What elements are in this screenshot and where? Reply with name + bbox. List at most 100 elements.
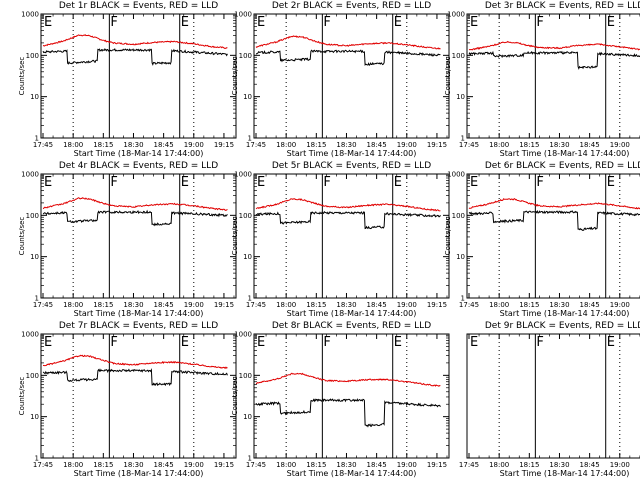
x-tick-label: 17:45 (459, 301, 479, 309)
plot-frame (253, 333, 450, 459)
marker-label: E (607, 335, 615, 350)
y-tick-label: 1000 (234, 171, 252, 179)
marker-label: E (257, 175, 265, 190)
x-tick-label: 18:15 (306, 301, 326, 309)
panel-9: Det 9r BLACK = Events, RED = LLD 17:45 18:… (459, 321, 640, 478)
y-tick-label: 10 (30, 93, 39, 101)
x-tick-label: 18:00 (276, 301, 296, 309)
x-tick-label: 19:00 (184, 461, 204, 469)
x-tick-label: 18:00 (489, 461, 509, 469)
marker-label: E (470, 175, 478, 190)
y-tick-label: 10 (243, 253, 252, 261)
y-tick-label: 100 (239, 52, 252, 60)
marker-label: E (181, 175, 189, 190)
x-tick-label: 18:00 (63, 461, 83, 469)
events-series-line (468, 50, 640, 70)
panel-3: Det 3r BLACK = Events, RED = LLD 1 10 100 10… (444, 1, 640, 158)
x-tick-label: 19:15 (427, 461, 447, 469)
x-tick-label: 18:15 (93, 461, 113, 469)
panel-title: Det 8r BLACK = Events, RED = LLD (272, 321, 431, 331)
x-tick-label: 18:15 (519, 461, 539, 469)
y-tick-label: 10 (30, 413, 39, 421)
x-tick-label: 17:45 (33, 141, 53, 149)
x-tick-label: 19:00 (184, 301, 204, 309)
x-tick-label: 19:15 (214, 461, 234, 469)
lld-series-line (255, 372, 441, 387)
x-axis-label: Start Time (18-Mar-14 17:44:00) (74, 469, 204, 478)
panel-4: Det 4r BLACK = Events, RED = LLD 1 10 100 10… (18, 161, 237, 318)
y-axis-label: Counts/sec (18, 217, 26, 256)
x-tick-label: 18:00 (489, 141, 509, 149)
lld-series-line (468, 40, 640, 51)
events-series-line (42, 47, 228, 66)
x-tick-label: 17:45 (33, 461, 53, 469)
x-tick-label: 18:30 (336, 141, 356, 149)
marker-label: E (607, 175, 615, 190)
panel-7: Det 7r BLACK = Events, RED = LLD 1 10 100 10… (18, 321, 237, 478)
marker-label: F (323, 175, 330, 190)
y-tick-label: 1000 (447, 11, 465, 19)
x-tick-label: 18:45 (580, 141, 600, 149)
plot-frame (40, 173, 237, 299)
y-axis-label: Counts/sec (444, 57, 452, 96)
x-axis-label: Start Time (18-Mar-14 17:44:00) (74, 309, 204, 318)
x-tick-label: 18:45 (367, 301, 387, 309)
panel-title: Det 2r BLACK = Events, RED = LLD (272, 1, 431, 11)
x-tick-label: 19:00 (610, 301, 630, 309)
y-axis-label: Counts/sec (231, 57, 239, 96)
y-axis-label: Counts/sec (231, 217, 239, 256)
x-tick-label: 19:00 (397, 461, 417, 469)
x-tick-label: 18:15 (93, 301, 113, 309)
y-tick-label: 1 (35, 135, 39, 143)
panel-title: Det 9r BLACK = Events, RED = LLD (485, 321, 640, 331)
marker-label: F (536, 15, 543, 30)
y-tick-label: 1 (248, 295, 252, 303)
marker-label: E (394, 335, 402, 350)
y-tick-label: 1000 (21, 331, 39, 339)
events-series-line (42, 367, 228, 387)
y-tick-label: 1 (461, 295, 465, 303)
marker-label: F (323, 335, 330, 350)
marker-label: E (181, 15, 189, 30)
panel-title: Det 7r BLACK = Events, RED = LLD (59, 321, 218, 331)
x-axis-label: Start Time (18-Mar-14 17:44:00) (500, 149, 630, 158)
x-tick-label: 17:45 (459, 461, 479, 469)
x-tick-label: 19:15 (214, 301, 234, 309)
lld-series-line (255, 198, 441, 212)
events-series-line (42, 209, 228, 227)
x-tick-label: 18:45 (580, 461, 600, 469)
marker-label: F (110, 335, 117, 350)
y-tick-label: 1 (35, 455, 39, 463)
y-tick-label: 100 (239, 372, 252, 380)
x-tick-label: 18:30 (336, 461, 356, 469)
y-tick-label: 100 (26, 52, 39, 60)
y-tick-label: 1 (461, 135, 465, 143)
x-axis-label: Start Time (18-Mar-14 17:44:00) (500, 309, 630, 318)
events-series-line (468, 209, 640, 231)
x-axis-label: Start Time (18-Mar-14 17:44:00) (500, 469, 630, 478)
marker-label: F (110, 175, 117, 190)
x-tick-label: 18:30 (549, 141, 569, 149)
marker-label: E (607, 15, 615, 30)
y-axis-label: Counts/sec (18, 57, 26, 96)
y-tick-label: 100 (26, 212, 39, 220)
marker-label: F (536, 175, 543, 190)
plot-frame (466, 333, 640, 459)
x-tick-label: 19:15 (427, 301, 447, 309)
x-tick-label: 18:45 (580, 301, 600, 309)
marker-label: E (470, 15, 478, 30)
y-tick-label: 1 (248, 455, 252, 463)
panel-title: Det 5r BLACK = Events, RED = LLD (272, 161, 431, 171)
lld-series-line (468, 198, 640, 210)
marker-label: E (44, 175, 52, 190)
marker-label: E (257, 335, 265, 350)
x-tick-label: 19:15 (427, 141, 447, 149)
y-tick-label: 10 (30, 253, 39, 261)
y-tick-label: 10 (243, 93, 252, 101)
marker-label: F (536, 335, 543, 350)
x-tick-label: 18:30 (123, 301, 143, 309)
y-tick-label: 1 (248, 135, 252, 143)
x-tick-label: 18:45 (154, 301, 174, 309)
y-tick-label: 1000 (234, 11, 252, 19)
y-tick-label: 1000 (21, 171, 39, 179)
